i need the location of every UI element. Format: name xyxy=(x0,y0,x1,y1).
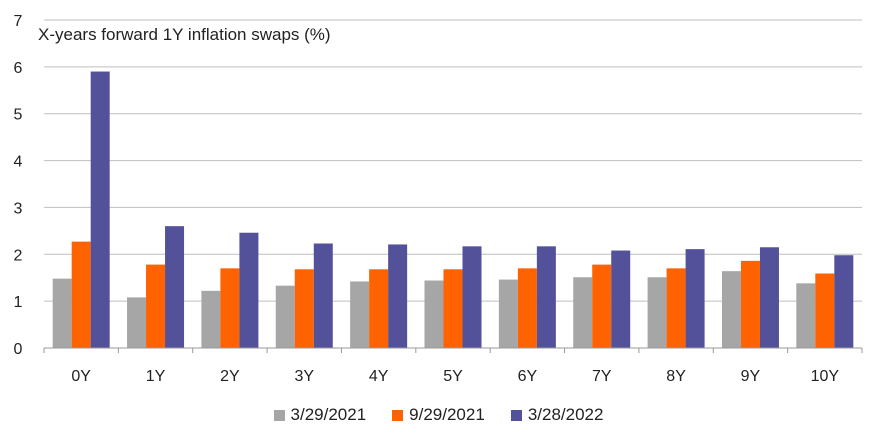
legend-item: 3/28/2022 xyxy=(510,405,604,425)
legend-label: 9/29/2021 xyxy=(409,405,485,424)
x-tick-label: 8Y xyxy=(666,368,686,385)
bar-2Y-series-0 xyxy=(201,290,221,348)
x-tick-label: 5Y xyxy=(443,368,463,385)
bar-10Y-series-0 xyxy=(796,283,816,348)
bar-8Y-series-0 xyxy=(647,277,667,348)
chart-title: X-years forward 1Y inflation swaps (%) xyxy=(38,25,331,44)
x-tick-label: 7Y xyxy=(592,368,612,385)
bar-9Y-series-1 xyxy=(740,260,760,348)
y-tick-label: 3 xyxy=(14,200,23,217)
legend-swatch xyxy=(273,409,285,421)
bar-10Y-series-1 xyxy=(815,273,835,348)
bar-7Y-series-2 xyxy=(611,250,631,348)
bar-1Y-series-2 xyxy=(165,226,185,348)
bar-2Y-series-1 xyxy=(220,268,240,348)
y-tick-label: 5 xyxy=(14,107,23,124)
bar-6Y-series-2 xyxy=(536,246,556,348)
bar-2Y-series-2 xyxy=(239,232,259,348)
bars xyxy=(52,71,854,349)
y-tick-label: 0 xyxy=(14,341,23,358)
bar-0Y-series-1 xyxy=(71,241,91,348)
bar-3Y-series-0 xyxy=(275,285,295,348)
x-tick-label: 0Y xyxy=(71,368,91,385)
y-tick-label: 7 xyxy=(14,13,23,30)
x-tick-label: 2Y xyxy=(220,368,240,385)
x-tick-label: 6Y xyxy=(518,368,538,385)
y-tick-label: 2 xyxy=(14,247,23,264)
x-tick-label: 9Y xyxy=(741,368,761,385)
bar-4Y-series-0 xyxy=(350,281,370,348)
bar-8Y-series-1 xyxy=(666,268,686,348)
legend-swatch xyxy=(392,409,404,421)
y-tick-label: 1 xyxy=(14,294,23,311)
bar-1Y-series-1 xyxy=(146,264,166,348)
bar-5Y-series-2 xyxy=(462,246,482,348)
y-axis-ticks: 0 1 2 3 4 5 6 7 xyxy=(14,13,23,358)
bar-7Y-series-0 xyxy=(573,277,593,348)
bar-9Y-series-2 xyxy=(759,247,779,348)
x-tick-label: 3Y xyxy=(294,368,314,385)
y-tick-label: 4 xyxy=(14,154,23,171)
bar-8Y-series-2 xyxy=(685,249,705,348)
x-axis-ticks: 0Y 1Y 2Y 3Y 4Y 5Y 6Y 7Y 8Y 9Y 10Y xyxy=(43,348,863,385)
bar-1Y-series-0 xyxy=(127,297,147,348)
legend-item: 9/29/2021 xyxy=(392,405,485,425)
bar-3Y-series-2 xyxy=(313,243,333,348)
legend-item: 3/29/2021 xyxy=(273,405,367,425)
bar-6Y-series-0 xyxy=(498,279,518,348)
bar-4Y-series-2 xyxy=(388,244,408,348)
bar-6Y-series-1 xyxy=(517,268,537,348)
bar-10Y-series-2 xyxy=(834,255,854,348)
bar-5Y-series-1 xyxy=(443,269,463,348)
y-tick-label: 6 xyxy=(14,60,23,77)
bar-0Y-series-2 xyxy=(90,71,110,349)
bar-0Y-series-0 xyxy=(52,278,72,348)
bar-4Y-series-1 xyxy=(369,269,389,348)
x-tick-label: 10Y xyxy=(811,368,840,385)
bar-3Y-series-1 xyxy=(294,269,314,348)
legend-swatch xyxy=(510,409,522,421)
legend: 3/29/2021 9/29/2021 3/28/2022 xyxy=(0,405,877,425)
legend-label: 3/28/2022 xyxy=(527,405,604,424)
bar-7Y-series-1 xyxy=(592,264,612,348)
x-tick-label: 4Y xyxy=(369,368,389,385)
x-tick-label: 1Y xyxy=(146,368,166,385)
legend-label: 3/29/2021 xyxy=(290,405,367,424)
bar-5Y-series-0 xyxy=(424,280,444,348)
bar-9Y-series-0 xyxy=(721,271,741,348)
